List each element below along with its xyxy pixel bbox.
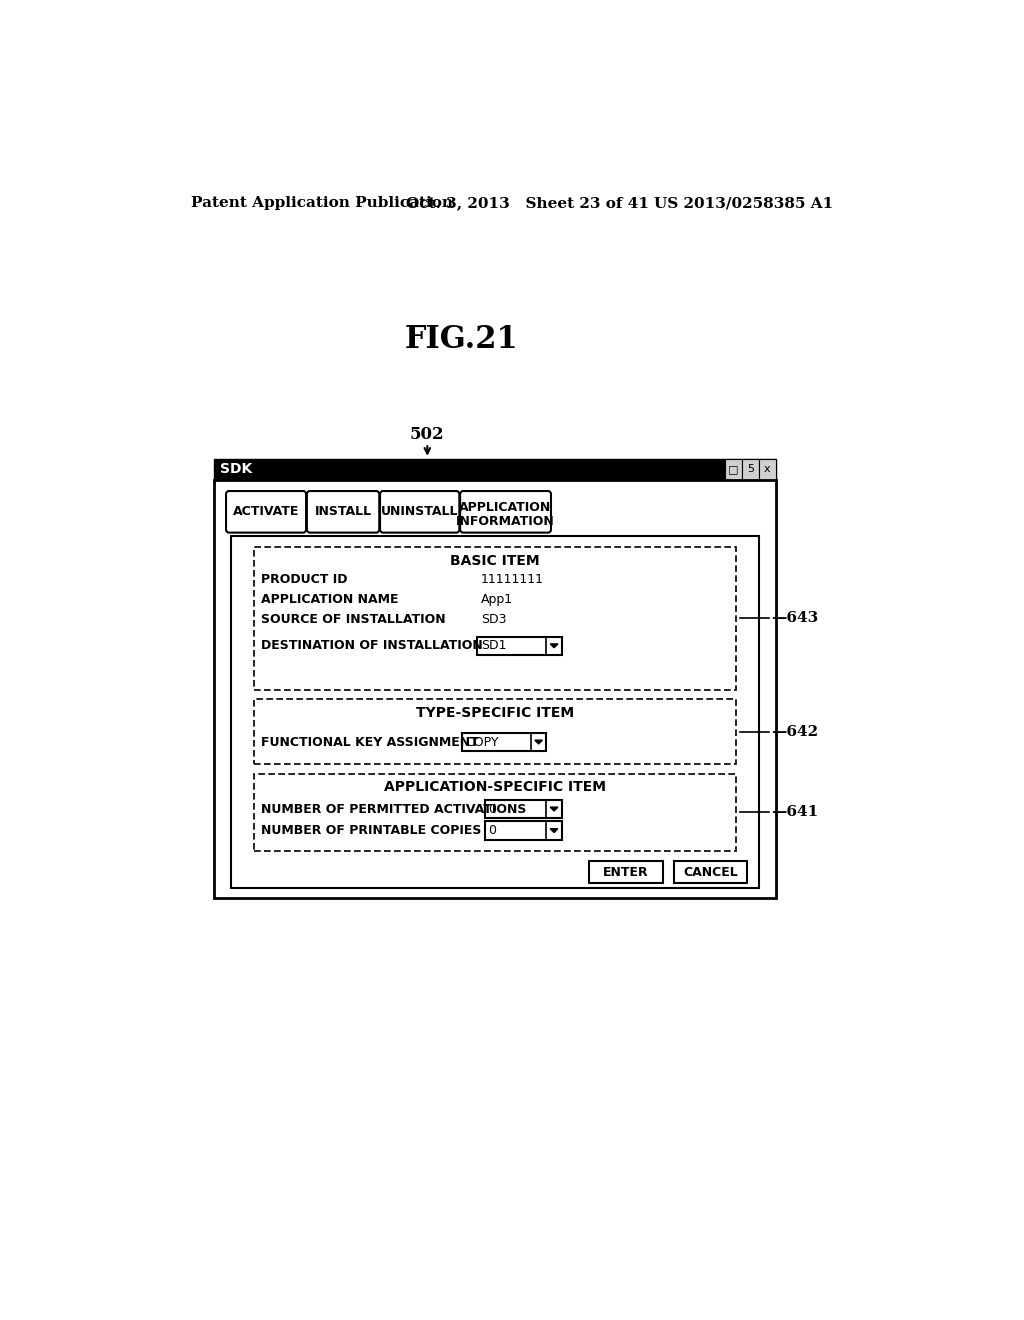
Bar [725, 459, 742, 480]
Text: SOURCE OF INSTALLATION: SOURCE OF INSTALLATION [261, 612, 446, 626]
Text: APPLICATION: APPLICATION [460, 502, 552, 515]
Text: App1: App1 [481, 593, 513, 606]
Text: INSTALL: INSTALL [314, 506, 372, 519]
Text: CANCEL: CANCEL [683, 866, 738, 879]
Bar [477, 636, 562, 655]
Text: BASIC ITEM: BASIC ITEM [450, 554, 540, 568]
Text: Patent Application Publication: Patent Application Publication [190, 197, 453, 210]
Text: UNINSTALL: UNINSTALL [381, 506, 459, 519]
Text: Oct. 3, 2013   Sheet 23 of 41: Oct. 3, 2013 Sheet 23 of 41 [407, 197, 649, 210]
Text: INFORMATION: INFORMATION [456, 515, 555, 528]
Text: —643: —643 [771, 611, 818, 626]
Polygon shape [550, 644, 558, 648]
Text: ENTER: ENTER [603, 866, 649, 879]
FancyBboxPatch shape [307, 491, 379, 533]
Text: 502: 502 [410, 425, 444, 442]
FancyBboxPatch shape [380, 491, 460, 533]
Bar [254, 548, 736, 689]
Bar [484, 821, 562, 840]
Text: FUNCTIONAL KEY ASSIGNMENT: FUNCTIONAL KEY ASSIGNMENT [261, 735, 479, 748]
Polygon shape [550, 807, 558, 810]
Text: US 2013/0258385 A1: US 2013/0258385 A1 [654, 197, 834, 210]
Bar [484, 800, 562, 818]
Text: 0: 0 [488, 803, 497, 816]
Bar [742, 459, 759, 480]
Bar [590, 862, 663, 883]
Bar [759, 459, 776, 480]
Bar [230, 536, 759, 888]
Text: 0: 0 [488, 824, 497, 837]
FancyBboxPatch shape [460, 491, 551, 533]
FancyBboxPatch shape [226, 491, 306, 533]
Text: 11111111: 11111111 [481, 573, 544, 586]
Text: —642: —642 [771, 725, 818, 739]
Text: SD3: SD3 [481, 612, 507, 626]
Text: —641: —641 [771, 805, 818, 820]
Bar [214, 459, 776, 480]
Text: SDK: SDK [220, 462, 252, 477]
Text: x: x [764, 465, 771, 474]
Text: APPLICATION NAME: APPLICATION NAME [261, 593, 399, 606]
Text: DESTINATION OF INSTALLATION: DESTINATION OF INSTALLATION [261, 639, 483, 652]
Text: NUMBER OF PRINTABLE COPIES: NUMBER OF PRINTABLE COPIES [261, 824, 482, 837]
Polygon shape [535, 741, 543, 744]
Bar [214, 480, 776, 898]
Text: 5: 5 [746, 465, 754, 474]
Polygon shape [550, 829, 558, 833]
Text: PRODUCT ID: PRODUCT ID [261, 573, 348, 586]
Bar [254, 774, 736, 850]
Bar [254, 700, 736, 764]
Bar [674, 862, 748, 883]
Text: COPY: COPY [466, 735, 499, 748]
Text: SD1: SD1 [481, 639, 507, 652]
Text: NUMBER OF PERMITTED ACTIVATIONS: NUMBER OF PERMITTED ACTIVATIONS [261, 803, 526, 816]
Text: ACTIVATE: ACTIVATE [232, 506, 299, 519]
Text: FIG.21: FIG.21 [404, 323, 518, 355]
Text: □: □ [728, 465, 738, 474]
Text: APPLICATION-SPECIFIC ITEM: APPLICATION-SPECIFIC ITEM [384, 780, 606, 795]
Bar [462, 733, 547, 751]
Text: TYPE-SPECIFIC ITEM: TYPE-SPECIFIC ITEM [416, 706, 573, 719]
